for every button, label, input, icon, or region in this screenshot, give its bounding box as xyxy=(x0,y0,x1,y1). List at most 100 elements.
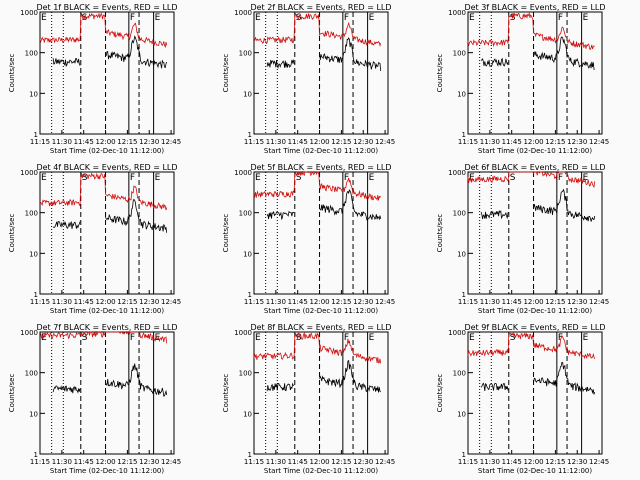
panel-5: Det 5f BLACK = Events, RED = LLD 1 10 100 10… xyxy=(222,163,395,315)
x-tick-label: 11:15 xyxy=(458,458,478,466)
x-tick-label: 11:30 xyxy=(266,138,286,146)
left-marker-label: E xyxy=(469,173,475,183)
left-marker-label: E xyxy=(255,173,261,183)
left-marker-label: E xyxy=(255,13,261,23)
x-tick-label: 12:30 xyxy=(353,298,373,306)
x-tick-label: 11:15 xyxy=(30,458,50,466)
x-axis-label: Start Time (02-Dec-10 11:12:00) xyxy=(478,307,592,315)
x-tick-label: 12:45 xyxy=(589,138,609,146)
x-axis-label: Start Time (02-Dec-10 11:12:00) xyxy=(50,307,164,315)
x-axis-label: Start Time (02-Dec-10 11:12:00) xyxy=(264,307,378,315)
x-tick-label: 12:15 xyxy=(117,298,137,306)
x-tick-label: 12:00 xyxy=(523,298,543,306)
x-tick-label: 12:45 xyxy=(589,298,609,306)
panel-title: Det 7f BLACK = Events, RED = LLD xyxy=(36,323,177,332)
time-marker-label: S xyxy=(82,173,88,183)
plot-frame xyxy=(253,11,389,135)
panel-title: Det 4f BLACK = Events, RED = LLD xyxy=(36,163,177,172)
events-series-line xyxy=(480,382,509,391)
time-marker-label: F xyxy=(344,333,349,343)
y-tick-label: 1 xyxy=(248,291,252,299)
x-tick-label: 11:45 xyxy=(288,298,308,306)
time-marker-label: F xyxy=(558,333,563,343)
left-marker-label: E xyxy=(41,13,47,23)
time-marker-label: F xyxy=(130,13,135,23)
y-axis-label: Counts/sec xyxy=(436,374,444,413)
x-tick-label: 12:30 xyxy=(139,458,159,466)
x-tick-label: 12:15 xyxy=(545,458,565,466)
events-series-line xyxy=(319,189,382,221)
y-tick-label: 10 xyxy=(243,90,252,98)
y-axis-label: Counts/sec xyxy=(222,214,230,253)
y-tick-label: 1000 xyxy=(234,329,252,337)
time-marker-label: E xyxy=(155,13,161,23)
time-marker-label: E xyxy=(583,13,589,23)
events-series-line xyxy=(480,210,509,220)
events-series-line xyxy=(266,382,295,392)
panel-title: Det 2f BLACK = Events, RED = LLD xyxy=(250,3,391,12)
x-tick-label: 12:00 xyxy=(95,458,115,466)
y-tick-label: 100 xyxy=(453,210,466,218)
x-tick-label: 11:45 xyxy=(502,298,522,306)
x-tick-label: 12:00 xyxy=(523,138,543,146)
y-axis-label: Counts/sec xyxy=(8,214,16,253)
y-tick-label: 100 xyxy=(25,50,38,58)
x-tick-label: 11:45 xyxy=(288,458,308,466)
x-tick-label: 11:45 xyxy=(288,138,308,146)
y-tick-label: 1000 xyxy=(20,169,38,177)
y-axis-label: Counts/sec xyxy=(436,54,444,93)
x-axis-label: Start Time (02-Dec-10 11:12:00) xyxy=(478,467,592,475)
y-axis-label: Counts/sec xyxy=(8,54,16,93)
time-marker-label: F xyxy=(130,173,135,183)
x-tick-label: 11:30 xyxy=(480,298,500,306)
x-axis-label: Start Time (02-Dec-10 11:12:00) xyxy=(478,147,592,155)
events-series-line xyxy=(105,198,168,233)
x-tick-label: 11:30 xyxy=(266,298,286,306)
y-tick-label: 1 xyxy=(462,131,466,139)
x-tick-label: 12:45 xyxy=(589,458,609,466)
y-tick-label: 1 xyxy=(248,451,252,459)
y-tick-label: 100 xyxy=(25,210,38,218)
x-tick-label: 12:15 xyxy=(117,138,137,146)
events-series-line xyxy=(52,385,81,394)
x-tick-label: 12:00 xyxy=(95,138,115,146)
panel-6: Det 6f BLACK = Events, RED = LLD 1 10 100 10… xyxy=(436,163,609,315)
x-tick-label: 11:30 xyxy=(480,458,500,466)
panel-title: Det 3f BLACK = Events, RED = LLD xyxy=(464,3,605,12)
y-tick-label: 1000 xyxy=(20,329,38,337)
x-tick-label: 11:15 xyxy=(244,138,264,146)
x-tick-label: 12:15 xyxy=(545,298,565,306)
events-series-line xyxy=(52,58,81,67)
y-axis-label: Counts/sec xyxy=(222,54,230,93)
plot-frame xyxy=(39,11,175,135)
time-marker-label: F xyxy=(558,13,563,23)
y-tick-label: 10 xyxy=(243,250,252,258)
left-marker-label: E xyxy=(255,333,261,343)
y-tick-label: 10 xyxy=(457,410,466,418)
panel-1: Det 1f BLACK = Events, RED = LLD 1 10 100 10… xyxy=(8,3,181,155)
x-tick-label: 12:00 xyxy=(309,298,329,306)
x-tick-label: 11:45 xyxy=(502,138,522,146)
left-marker-label: E xyxy=(41,333,47,343)
events-series-line xyxy=(533,188,596,222)
events-series-line xyxy=(480,57,509,67)
lld-series-line xyxy=(39,330,168,344)
x-tick-label: 11:30 xyxy=(52,138,72,146)
time-marker-label: E xyxy=(369,13,375,23)
x-axis-label: Start Time (02-Dec-10 11:12:00) xyxy=(50,147,164,155)
lld-series-line xyxy=(467,170,596,188)
y-axis-label: Counts/sec xyxy=(8,374,16,413)
y-tick-label: 100 xyxy=(239,50,252,58)
x-tick-label: 12:15 xyxy=(331,138,351,146)
y-tick-label: 10 xyxy=(29,250,38,258)
y-tick-label: 1 xyxy=(34,131,38,139)
panel-title: Det 9f BLACK = Events, RED = LLD xyxy=(464,323,605,332)
lld-series-line xyxy=(253,12,382,48)
x-tick-label: 11:30 xyxy=(52,298,72,306)
x-tick-label: 12:30 xyxy=(139,138,159,146)
x-tick-label: 12:15 xyxy=(331,458,351,466)
x-tick-label: 11:15 xyxy=(244,458,264,466)
y-tick-label: 1000 xyxy=(448,9,466,17)
y-tick-label: 100 xyxy=(239,210,252,218)
